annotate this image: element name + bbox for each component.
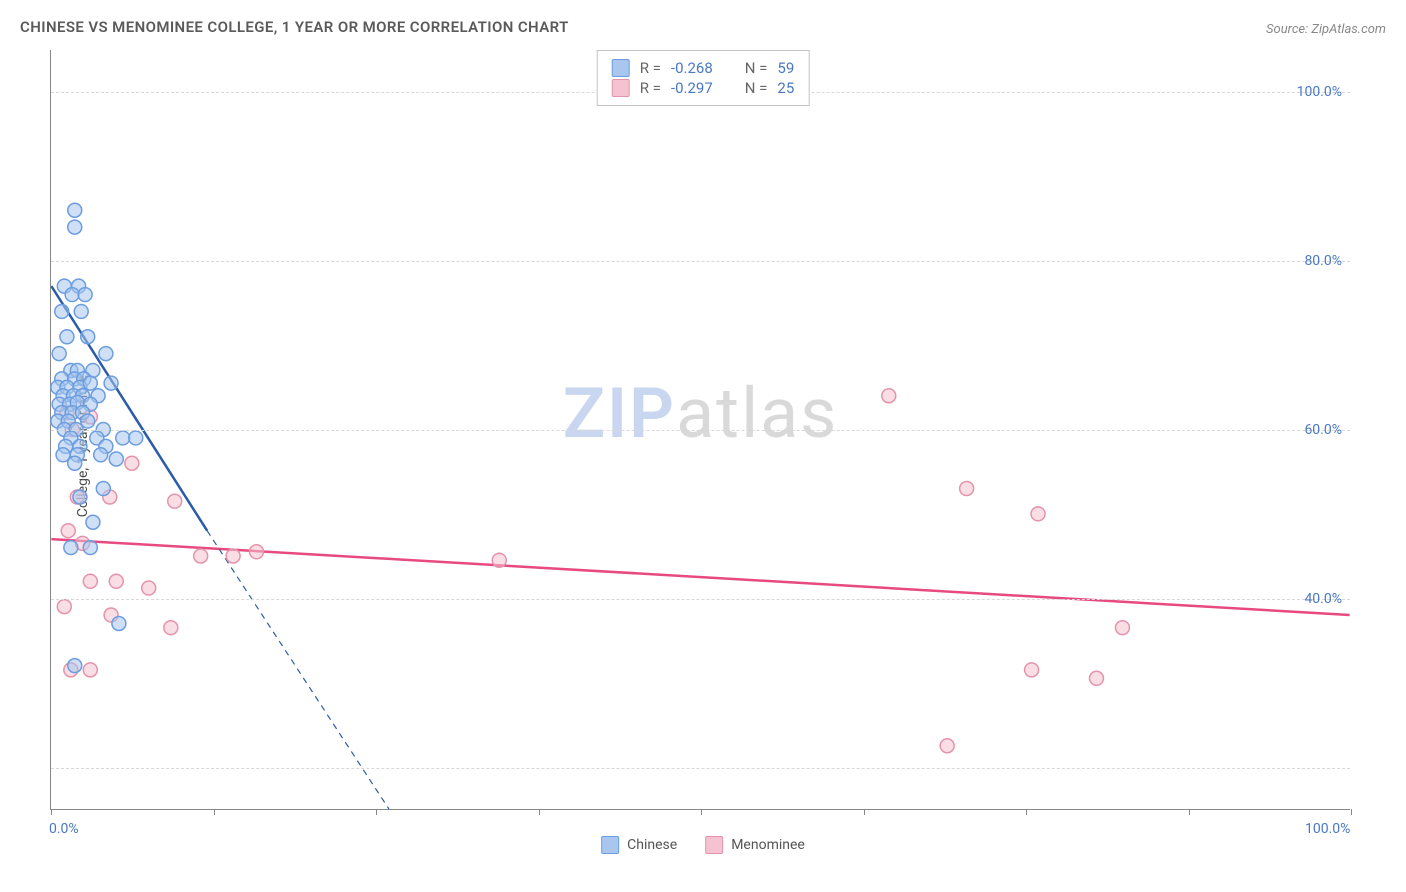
data-point-menominee xyxy=(142,581,156,595)
x-tick-mark xyxy=(1026,809,1027,815)
series-legend-label: Menominee xyxy=(731,837,805,853)
x-tick-mark xyxy=(51,809,52,815)
data-point-chinese xyxy=(83,541,97,555)
y-tick-label: 60.0% xyxy=(1304,422,1342,438)
data-point-menominee xyxy=(882,389,896,403)
legend-swatch xyxy=(612,79,630,97)
correlation-chart: CHINESE VS MENOMINEE COLLEGE, 1 YEAR OR … xyxy=(0,0,1406,892)
data-point-chinese xyxy=(129,431,143,445)
data-point-chinese xyxy=(60,330,74,344)
series-legend-item: Menominee xyxy=(705,836,805,854)
data-point-menominee xyxy=(1031,507,1045,521)
data-point-menominee xyxy=(1089,671,1103,685)
series-legend: Chinese Menominee xyxy=(601,836,805,854)
x-tick-mark xyxy=(701,809,702,815)
data-point-menominee xyxy=(83,663,97,677)
data-point-chinese xyxy=(64,541,78,555)
data-point-menominee xyxy=(226,549,240,563)
data-point-chinese xyxy=(81,330,95,344)
data-point-menominee xyxy=(940,739,954,753)
data-point-chinese xyxy=(109,452,123,466)
data-point-chinese xyxy=(68,456,82,470)
data-point-chinese xyxy=(55,304,69,318)
data-point-chinese xyxy=(68,220,82,234)
data-point-chinese xyxy=(65,288,79,302)
trend-line-menominee xyxy=(51,539,1349,615)
data-point-menominee xyxy=(109,574,123,588)
x-tick-mark xyxy=(1351,809,1352,815)
data-point-chinese xyxy=(94,448,108,462)
data-point-menominee xyxy=(83,574,97,588)
series-legend-item: Chinese xyxy=(601,836,677,854)
stat-r-value: -0.268 xyxy=(671,59,713,77)
y-tick-label: 80.0% xyxy=(1304,253,1342,269)
legend-swatch xyxy=(601,836,619,854)
legend-swatch xyxy=(705,836,723,854)
stats-legend: R = -0.268 N = 59 R = -0.297 N = 25 xyxy=(597,50,810,106)
chart-title: CHINESE VS MENOMINEE COLLEGE, 1 YEAR OR … xyxy=(20,18,569,36)
x-tick-mark xyxy=(1189,809,1190,815)
data-point-chinese xyxy=(78,288,92,302)
stat-n-value: 25 xyxy=(777,79,794,97)
data-point-menominee xyxy=(249,545,263,559)
data-point-menominee xyxy=(168,494,182,508)
data-point-menominee xyxy=(492,553,506,567)
y-tick-label: 100.0% xyxy=(1297,84,1342,100)
data-point-chinese xyxy=(68,203,82,217)
data-point-menominee xyxy=(61,524,75,538)
data-point-menominee xyxy=(194,549,208,563)
data-point-chinese xyxy=(104,376,118,390)
stat-r-label: R = xyxy=(640,59,661,77)
data-point-chinese xyxy=(99,347,113,361)
grid-line xyxy=(51,261,1350,262)
stat-r-value: -0.297 xyxy=(671,79,713,97)
data-point-chinese xyxy=(73,490,87,504)
data-point-chinese xyxy=(83,376,97,390)
x-tick-label: 0.0% xyxy=(49,821,79,837)
y-tick-label: 40.0% xyxy=(1304,591,1342,607)
x-tick-label: 100.0% xyxy=(1305,821,1350,837)
data-point-menominee xyxy=(57,600,71,614)
stats-row: R = -0.297 N = 25 xyxy=(612,79,795,97)
data-point-chinese xyxy=(52,347,66,361)
data-point-menominee xyxy=(1115,621,1129,635)
legend-swatch xyxy=(612,59,630,77)
grid-line xyxy=(51,768,1350,769)
stat-n-label: N = xyxy=(745,79,768,97)
stat-n-value: 59 xyxy=(777,59,794,77)
series-legend-label: Chinese xyxy=(627,837,677,853)
x-tick-mark xyxy=(376,809,377,815)
data-point-chinese xyxy=(96,482,110,496)
data-point-menominee xyxy=(960,482,974,496)
data-point-chinese xyxy=(86,515,100,529)
x-tick-mark xyxy=(539,809,540,815)
data-point-chinese xyxy=(116,431,130,445)
x-tick-mark xyxy=(864,809,865,815)
data-point-menominee xyxy=(125,456,139,470)
grid-line xyxy=(51,599,1350,600)
grid-line xyxy=(51,430,1350,431)
stat-r-label: R = xyxy=(640,79,661,97)
data-point-menominee xyxy=(1025,663,1039,677)
source-label: Source: ZipAtlas.com xyxy=(1266,22,1386,37)
x-tick-mark xyxy=(214,809,215,815)
stats-row: R = -0.268 N = 59 xyxy=(612,59,795,77)
data-point-chinese xyxy=(112,616,126,630)
data-point-chinese xyxy=(74,304,88,318)
data-point-chinese xyxy=(68,659,82,673)
plot-area: ZIPatlas 40.0%60.0%80.0%100.0%0.0%100.0% xyxy=(50,50,1350,810)
stat-n-label: N = xyxy=(745,59,768,77)
data-point-menominee xyxy=(164,621,178,635)
